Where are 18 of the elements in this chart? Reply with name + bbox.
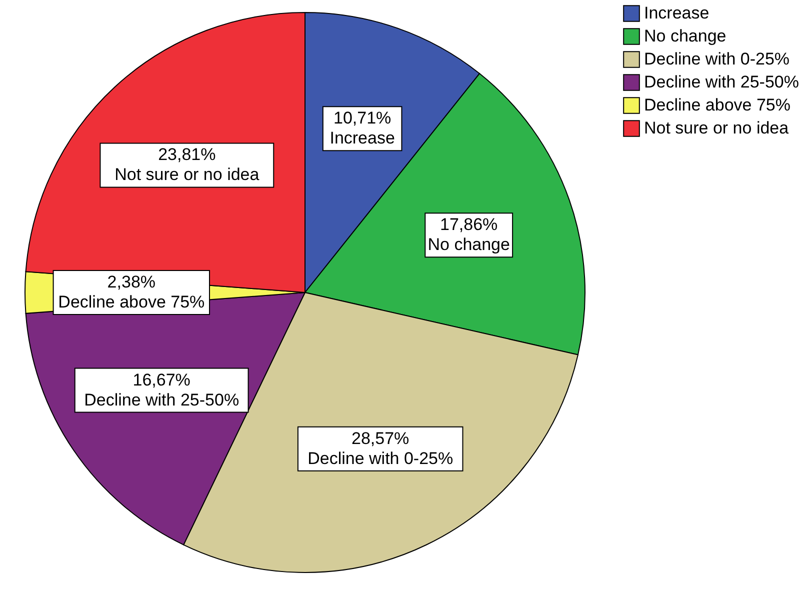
slice-label: Decline with 25-50% [84,390,240,410]
legend-label: Not sure or no idea [644,118,790,138]
slice-label: Decline above 75% [58,292,205,312]
slice-label: Decline with 0-25% [308,448,454,468]
data-label: 17,86% [440,215,498,234]
slice-label: No change [428,235,510,254]
data-label: 16,67% [132,370,190,390]
legend-label: Decline with 0-25% [644,50,790,68]
data-label: 2,38% [107,272,156,292]
legend-label: Increase [644,4,710,22]
legend-label: No change [644,26,726,46]
data-label: 28,57% [352,428,410,448]
legend-label: Decline above 75% [644,96,790,114]
slice-label: Not sure or no idea [114,165,260,184]
data-label: 10,71% [333,108,392,128]
legend-label: Decline with 25-50% [644,72,799,92]
data-label: 23,81% [158,145,216,164]
slice-label: Increase [330,128,395,148]
